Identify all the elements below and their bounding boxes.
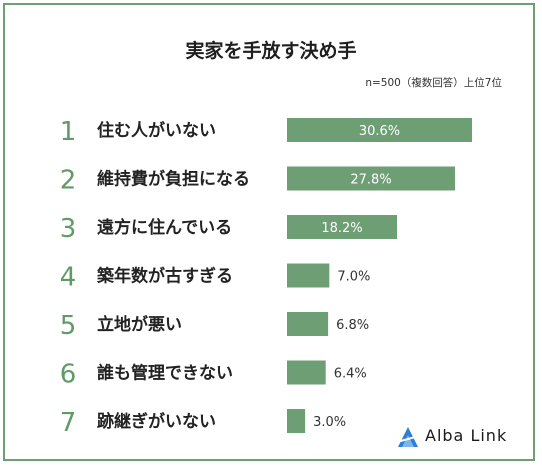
value-label: 3.0% <box>313 415 346 430</box>
category-label: 立地が悪い <box>97 314 182 335</box>
value-label: 30.6% <box>359 124 400 139</box>
chart-title: 実家を手放す決め手 <box>185 40 357 62</box>
bar <box>287 409 306 433</box>
value-label: 27.8% <box>350 173 391 188</box>
value-label: 6.8% <box>336 318 369 333</box>
rank-number: 1 <box>60 117 77 147</box>
rank-number: 7 <box>60 408 77 438</box>
category-label: 遠方に住んでいる <box>97 217 232 238</box>
bar <box>287 166 456 191</box>
bar <box>287 312 329 336</box>
sample-note: n=500（複数回答）上位7位 <box>365 77 502 89</box>
category-label: 住む人がいない <box>97 120 216 141</box>
chart-frame <box>3 3 535 461</box>
value-label: 6.4% <box>334 367 367 382</box>
bar <box>287 360 326 385</box>
value-label: 18.2% <box>321 221 362 236</box>
bar <box>287 215 398 239</box>
alba-link-icon <box>396 427 420 447</box>
rank-number: 5 <box>60 311 77 341</box>
rank-number: 4 <box>60 263 77 293</box>
value-label: 7.0% <box>337 270 370 285</box>
rank-number: 2 <box>60 166 77 196</box>
rank-number: 3 <box>60 214 77 244</box>
bar <box>287 118 472 142</box>
category-label: 跡継ぎがいない <box>97 411 216 432</box>
bar <box>287 263 330 288</box>
rank-number: 6 <box>60 360 77 390</box>
category-label: 維持費が負担になる <box>97 169 250 190</box>
brand-name: Alba Link <box>425 426 508 445</box>
category-label: 誰も管理できない <box>97 363 233 384</box>
category-label: 築年数が古すぎる <box>96 266 233 287</box>
